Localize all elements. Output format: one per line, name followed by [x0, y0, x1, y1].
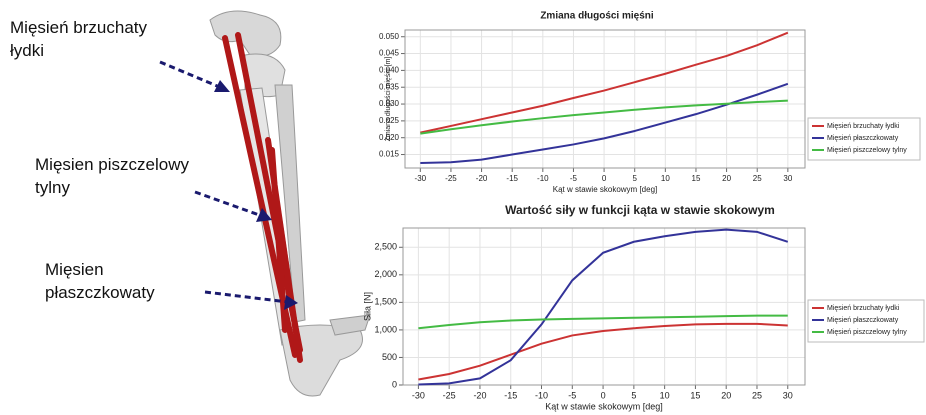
legend-label: Mięsień brzuchaty łydki: [827, 123, 900, 130]
y-tick-label: 0.025: [379, 116, 400, 125]
y-tick-label: 0.045: [379, 49, 400, 58]
x-tick-label: 10: [660, 390, 670, 400]
x-tick-label: -15: [506, 174, 518, 183]
x-tick-label: -5: [568, 390, 576, 400]
data-line: [418, 322, 788, 381]
x-tick-label: 15: [692, 174, 701, 183]
x-tick-label: -25: [443, 390, 456, 400]
x-tick-label: -20: [473, 390, 486, 400]
y-axis-label: Zmiana długości mięśni [m]: [385, 57, 392, 142]
y-tick-label: 2,500: [374, 242, 397, 252]
y-tick-label: 0.020: [379, 133, 400, 142]
y-tick-label: 2,000: [374, 269, 397, 279]
x-tick-label: 5: [631, 390, 636, 400]
x-tick-label: 20: [722, 174, 731, 183]
x-tick-label: 0: [602, 174, 607, 183]
x-tick-label: 25: [752, 390, 762, 400]
x-tick-label: 5: [632, 174, 637, 183]
data-line: [418, 228, 789, 386]
x-tick-label: 15: [690, 390, 700, 400]
plot-border: [402, 227, 806, 386]
y-tick-label: 1,500: [374, 297, 397, 307]
annotation: łydki: [10, 41, 44, 60]
x-tick-label: -10: [537, 174, 549, 183]
y-tick-label: 0.040: [379, 65, 400, 74]
legend-label: Mięsień piszczelowy tylny: [827, 329, 907, 336]
annotation: tylny: [35, 178, 70, 197]
plot-area: [402, 227, 806, 386]
annotation: Mięsień brzuchaty: [10, 18, 148, 37]
legend-label: Mięsień piszczelowy tylny: [827, 147, 907, 154]
plot-border: [404, 29, 806, 169]
x-axis-label: Kąt w stawie skokowym [deg]: [553, 185, 657, 194]
y-tick-label: 1,000: [374, 324, 397, 334]
y-tick-label: 0.035: [379, 82, 400, 91]
x-axis-label: Kąt w stawie skokowym [deg]: [545, 401, 663, 411]
x-tick-label: 30: [783, 174, 792, 183]
x-tick-label: -10: [535, 390, 548, 400]
y-axis-label: Siła [N]: [362, 292, 372, 321]
x-tick-label: -30: [415, 174, 427, 183]
x-tick-label: -20: [476, 174, 488, 183]
chart-title: Zmiana długości mięśni: [540, 11, 654, 22]
legend-box: [807, 117, 921, 161]
y-tick-label: 0.050: [379, 32, 400, 41]
x-tick-label: 20: [721, 390, 731, 400]
data-line: [420, 31, 789, 134]
chart-title: Wartość siły w funkcji kąta w stawie sko…: [505, 203, 775, 217]
x-tick-label: 30: [783, 390, 793, 400]
x-tick-label: -30: [412, 390, 425, 400]
legend-label: Mięsień płaszczkowaty: [827, 317, 899, 324]
x-tick-label: -15: [504, 390, 517, 400]
legend-label: Mięsień płaszczkowaty: [827, 135, 899, 142]
data-line: [420, 99, 788, 135]
annotation: Mięsien piszczelowy: [35, 155, 189, 174]
legend-label: Mięsień brzuchaty łydki: [827, 305, 900, 312]
x-tick-label: -25: [445, 174, 457, 183]
x-tick-label: 10: [661, 174, 670, 183]
annotation: Mięsien: [45, 260, 104, 279]
x-tick-label: -5: [570, 174, 578, 183]
annotation: płaszczkowaty: [45, 283, 155, 302]
y-tick-label: 0.015: [379, 150, 400, 159]
y-tick-label: 500: [382, 352, 397, 362]
data-line: [420, 82, 789, 164]
legend-box: [807, 299, 925, 343]
data-line: [418, 314, 788, 330]
y-tick-label: 0.030: [379, 99, 400, 108]
x-tick-label: 25: [753, 174, 762, 183]
leg-illustration: [159, 10, 371, 397]
y-tick-label: 0: [392, 379, 397, 389]
x-tick-label: 0: [601, 390, 606, 400]
